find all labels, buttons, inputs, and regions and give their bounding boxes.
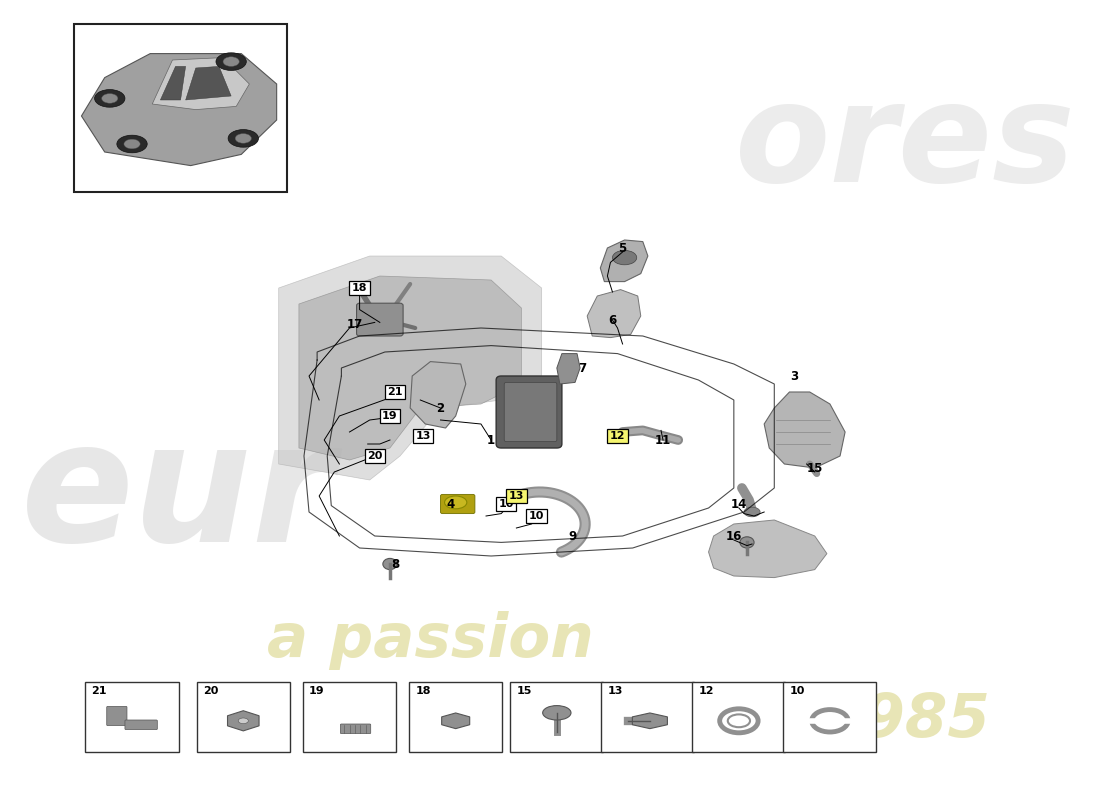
Ellipse shape — [383, 558, 397, 570]
Polygon shape — [186, 66, 231, 100]
Text: 15: 15 — [516, 686, 531, 695]
Ellipse shape — [613, 250, 637, 265]
Ellipse shape — [216, 53, 246, 70]
Text: 7: 7 — [579, 362, 586, 374]
Polygon shape — [601, 240, 648, 282]
Text: 13: 13 — [508, 491, 524, 501]
Polygon shape — [632, 713, 668, 729]
Ellipse shape — [744, 507, 760, 517]
Text: 21: 21 — [387, 387, 403, 397]
Polygon shape — [161, 66, 186, 100]
Ellipse shape — [101, 94, 118, 103]
FancyBboxPatch shape — [504, 382, 557, 442]
Text: 4: 4 — [447, 498, 454, 510]
Text: 20: 20 — [202, 686, 218, 695]
Text: 10: 10 — [498, 499, 514, 509]
Polygon shape — [278, 256, 541, 480]
Text: 20: 20 — [367, 451, 383, 461]
Text: ores: ores — [736, 77, 1076, 211]
Polygon shape — [299, 276, 521, 460]
Text: 16: 16 — [726, 530, 742, 542]
Text: 15: 15 — [806, 462, 823, 474]
Polygon shape — [587, 290, 641, 338]
Text: 11: 11 — [654, 434, 671, 446]
Ellipse shape — [117, 135, 147, 153]
Polygon shape — [152, 58, 250, 110]
Ellipse shape — [239, 718, 249, 723]
Text: 13: 13 — [416, 431, 431, 441]
Text: 1: 1 — [487, 434, 495, 446]
FancyBboxPatch shape — [440, 494, 475, 514]
Bar — [783, 682, 877, 752]
Bar — [510, 682, 604, 752]
Ellipse shape — [223, 57, 239, 66]
Ellipse shape — [95, 90, 125, 107]
Bar — [86, 682, 178, 752]
Polygon shape — [442, 713, 470, 729]
Text: 21: 21 — [91, 686, 107, 695]
Polygon shape — [81, 54, 277, 166]
Ellipse shape — [740, 537, 755, 548]
Text: 12: 12 — [698, 686, 714, 695]
Polygon shape — [228, 710, 258, 731]
Text: 19: 19 — [382, 411, 398, 421]
Text: 5: 5 — [618, 242, 627, 254]
Bar — [692, 682, 785, 752]
Text: 6: 6 — [608, 314, 617, 326]
FancyBboxPatch shape — [356, 303, 403, 336]
Ellipse shape — [444, 496, 466, 509]
Text: 10: 10 — [790, 686, 805, 695]
Bar — [75, 24, 287, 192]
FancyBboxPatch shape — [340, 724, 371, 734]
Bar — [409, 682, 503, 752]
Text: eur: eur — [21, 414, 334, 578]
Text: 3: 3 — [791, 370, 799, 382]
Polygon shape — [708, 520, 827, 578]
Bar — [197, 682, 289, 752]
Text: 12: 12 — [609, 431, 625, 441]
Text: 9: 9 — [568, 530, 576, 542]
Text: 18: 18 — [415, 686, 431, 695]
Bar — [302, 682, 396, 752]
Bar — [602, 682, 694, 752]
Text: 2: 2 — [437, 402, 444, 414]
Text: 13: 13 — [607, 686, 623, 695]
Text: 17: 17 — [346, 318, 363, 330]
FancyBboxPatch shape — [125, 720, 157, 730]
Polygon shape — [410, 362, 465, 428]
Text: 8: 8 — [390, 558, 399, 570]
FancyBboxPatch shape — [496, 376, 562, 448]
FancyBboxPatch shape — [107, 706, 126, 726]
Ellipse shape — [542, 706, 571, 720]
Ellipse shape — [124, 139, 140, 149]
Text: a passion: a passion — [267, 610, 594, 670]
Polygon shape — [764, 392, 845, 468]
Text: 18: 18 — [352, 283, 367, 293]
Text: 14: 14 — [730, 498, 747, 510]
Ellipse shape — [235, 134, 252, 143]
Text: 10: 10 — [529, 511, 544, 521]
Text: 19: 19 — [309, 686, 324, 695]
Text: since 1985: since 1985 — [619, 690, 990, 750]
Polygon shape — [557, 354, 580, 384]
Ellipse shape — [228, 130, 258, 147]
